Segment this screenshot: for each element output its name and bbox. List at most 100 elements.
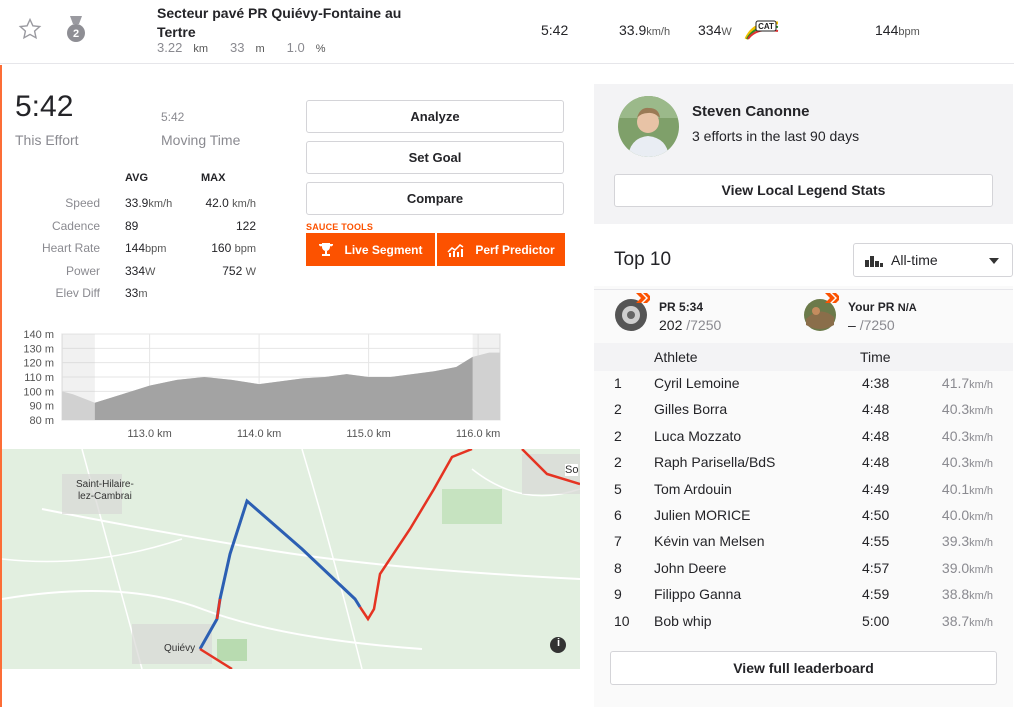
header-speed: 33.9km/h bbox=[619, 22, 670, 38]
your-pr: Your PR N/A bbox=[848, 300, 917, 314]
pr-time-value: 5:34 bbox=[679, 300, 704, 314]
legend-name[interactable]: Steven Canonne bbox=[692, 103, 810, 120]
row-athlete[interactable]: Raph Parisella/BdS bbox=[654, 454, 776, 471]
live-segment-button[interactable]: Live Segment bbox=[306, 233, 435, 266]
route-map[interactable]: Saint-Hilaire-lez-Cambrai Quiévy So i bbox=[2, 449, 580, 669]
row-rank: 1 bbox=[614, 375, 622, 391]
analyze-button[interactable]: Analyze bbox=[306, 100, 564, 133]
y-tick-label: 90 m bbox=[30, 401, 54, 413]
map-place-line2: lez-Cambrai bbox=[77, 491, 132, 502]
view-full-leaderboard-button[interactable]: View full leaderboard bbox=[610, 651, 997, 685]
legend-avatar[interactable] bbox=[618, 96, 679, 157]
x-tick-label: 116.0 km bbox=[456, 428, 500, 440]
stat-max: 42.0 km/h bbox=[205, 196, 256, 210]
row-time[interactable]: 4:57 bbox=[862, 559, 890, 576]
stat-avg-value: 89 bbox=[125, 218, 139, 233]
leaderboard-row[interactable]: 8 John Deere 4:57 39.0km/h bbox=[594, 560, 1013, 586]
stat-max-value: 752 bbox=[222, 263, 243, 278]
map-place-quievy: Quiévy bbox=[164, 643, 196, 654]
row-time[interactable]: 5:00 bbox=[862, 612, 890, 629]
avatar-photo bbox=[618, 96, 679, 157]
pr-rank-total: /7250 bbox=[686, 317, 722, 333]
stat-max-unit: bpm bbox=[234, 243, 256, 255]
pr-time: PR 5:34 bbox=[659, 300, 703, 314]
row-athlete[interactable]: Tom Ardouin bbox=[654, 480, 732, 497]
stat-row: Cadence 89 122 bbox=[0, 219, 270, 241]
header-hr-value: 144 bbox=[875, 22, 899, 38]
elevation-chart[interactable]: 140 m 130 m 120 m 110 m 100 m 90 m 80 m 113.0 k… bbox=[0, 326, 520, 444]
chart-outside-left bbox=[62, 334, 95, 420]
set-goal-button[interactable]: Set Goal bbox=[306, 141, 564, 174]
stat-max: 122 bbox=[236, 219, 256, 233]
chart-outside-right bbox=[472, 334, 500, 420]
star-icon[interactable] bbox=[18, 17, 42, 41]
leaderboard-row[interactable]: 5 Tom Ardouin 4:49 40.1km/h bbox=[594, 481, 1013, 507]
stat-row: Heart Rate 144bpm 160 bpm bbox=[0, 241, 270, 263]
row-athlete[interactable]: Kévin van Melsen bbox=[654, 533, 765, 550]
row-time[interactable]: 4:49 bbox=[862, 480, 890, 497]
leaderboard-row[interactable]: 10 Bob whip 5:00 38.7km/h bbox=[594, 613, 1013, 639]
row-rank: 2 bbox=[614, 454, 622, 471]
row-athlete[interactable]: John Deere bbox=[654, 559, 727, 576]
leaderboard-row[interactable]: 7 Kévin van Melsen 4:55 39.3km/h bbox=[594, 533, 1013, 559]
stat-max: 752 W bbox=[222, 264, 256, 278]
row-rank: 5 bbox=[614, 480, 622, 497]
row-time[interactable]: 4:59 bbox=[862, 586, 890, 603]
row-speed: 40.3km/h bbox=[942, 428, 993, 444]
leaderboard-filter[interactable]: All-time bbox=[853, 243, 1013, 277]
row-speed-value: 38.8 bbox=[941, 586, 970, 603]
view-local-legend-button[interactable]: View Local Legend Stats bbox=[614, 174, 993, 207]
leaderboard-filter-value: All-time bbox=[891, 252, 938, 268]
pr-label: PR bbox=[659, 300, 676, 314]
row-rank: 6 bbox=[614, 507, 622, 523]
header-heart-rate: 144bpm bbox=[875, 22, 920, 38]
row-speed-value: 40.1 bbox=[941, 480, 970, 497]
leaderboard-row[interactable]: 9 Filippo Ganna 4:59 38.8km/h bbox=[594, 586, 1013, 612]
row-athlete[interactable]: Julien MORICE bbox=[654, 507, 751, 523]
stat-label: Speed bbox=[65, 196, 100, 210]
row-speed-unit: km/h bbox=[969, 590, 993, 603]
row-time[interactable]: 4:48 bbox=[862, 427, 890, 444]
perf-predictor-button[interactable]: Perf Predictor bbox=[437, 233, 565, 266]
row-time[interactable]: 4:38 bbox=[862, 375, 890, 391]
row-rank: 9 bbox=[614, 586, 622, 603]
leaderboard-row[interactable]: 6 Julien MORICE 4:50 40.0km/h bbox=[594, 507, 1013, 533]
row-time[interactable]: 4:48 bbox=[862, 454, 890, 471]
moving-time-label: Moving Time bbox=[161, 132, 241, 148]
col-time: Time bbox=[860, 349, 891, 365]
leaderboard-divider bbox=[594, 289, 1013, 290]
row-time[interactable]: 4:55 bbox=[862, 533, 890, 550]
map-canvas bbox=[2, 449, 580, 669]
segment-title[interactable]: Secteur pavé PR Quiévy-Fontaine au Tertr… bbox=[157, 5, 402, 40]
header-power: 334W bbox=[698, 22, 732, 38]
your-rank-value: – bbox=[848, 317, 856, 333]
elevation-area-segment bbox=[94, 356, 473, 420]
stat-row: Speed 33.9km/h 42.0 km/h bbox=[0, 196, 270, 218]
row-speed: 38.8km/h bbox=[942, 586, 993, 602]
leaderboard-header: Athlete Time bbox=[594, 343, 1013, 371]
row-athlete[interactable]: Filippo Ganna bbox=[654, 586, 742, 603]
row-time[interactable]: 4:50 bbox=[862, 507, 890, 523]
pr-rank: 202 /7250 bbox=[659, 317, 721, 333]
compare-button[interactable]: Compare bbox=[306, 182, 564, 215]
leaderboard-row[interactable]: 1 Cyril Lemoine 4:38 41.7km/h bbox=[594, 375, 1013, 401]
row-speed-value: 39.0 bbox=[941, 559, 970, 576]
row-athlete[interactable]: Cyril Lemoine bbox=[654, 375, 740, 391]
avg-header: AVG bbox=[125, 172, 149, 184]
stat-max-value: 160 bbox=[211, 241, 232, 255]
map-info-icon[interactable]: i bbox=[556, 637, 561, 649]
col-athlete: Athlete bbox=[654, 349, 698, 365]
medal-rank: 2 bbox=[73, 28, 79, 40]
row-athlete[interactable]: Luca Mozzato bbox=[654, 427, 742, 444]
row-athlete[interactable]: Bob whip bbox=[654, 612, 712, 629]
row-time[interactable]: 4:48 bbox=[862, 401, 890, 418]
leaderboard-row[interactable]: 2 Luca Mozzato 4:48 40.3km/h bbox=[594, 428, 1013, 454]
row-rank: 2 bbox=[614, 401, 622, 418]
header-time: 5:42 bbox=[541, 22, 569, 38]
leaderboard-row[interactable]: 2 Raph Parisella/BdS 4:48 40.3km/h bbox=[594, 454, 1013, 480]
your-pr-label: Your PR bbox=[848, 300, 895, 314]
row-speed-value: 41.7 bbox=[941, 375, 970, 391]
row-athlete[interactable]: Gilles Borra bbox=[654, 401, 728, 418]
segment-distance: 3.22 bbox=[157, 40, 183, 55]
leaderboard-row[interactable]: 2 Gilles Borra 4:48 40.3km/h bbox=[594, 401, 1013, 427]
